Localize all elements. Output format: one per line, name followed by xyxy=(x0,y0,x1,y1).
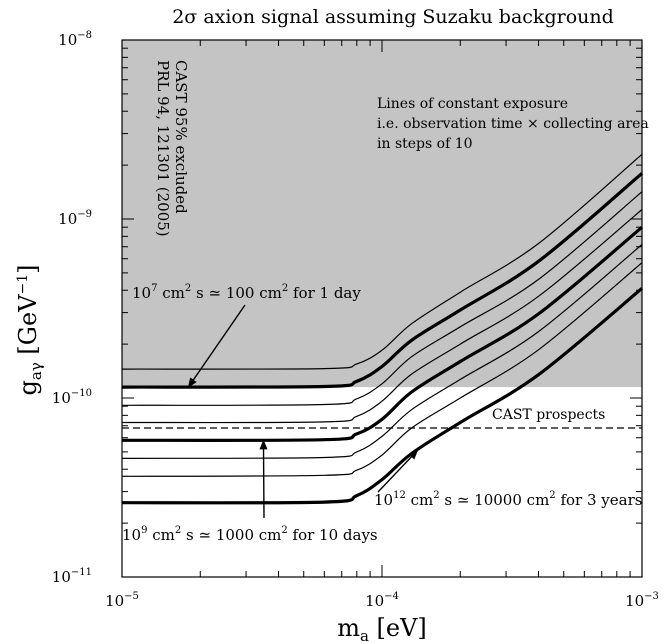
y-tick-label-1e-9: 10−9 xyxy=(58,209,92,228)
axis-ticks-layer xyxy=(121,40,642,578)
exposure-line-0 xyxy=(121,153,643,370)
y-axis-label: gaγ [GeV−1] xyxy=(14,264,45,395)
y-tick-label-1e-10: 10−10 xyxy=(52,388,92,407)
exposure-line-3 xyxy=(121,209,643,424)
annotation-3years-arrow xyxy=(377,449,419,493)
excluded-region xyxy=(122,40,642,388)
cast-excluded-line2: PRL 94, 121301 (2005) xyxy=(154,60,172,237)
annotation-1day-arrow xyxy=(187,304,246,388)
exposure-line-2 xyxy=(121,191,643,406)
annotation-1day-label: 107 cm2 s ≃ 100 cm2 for 1 day xyxy=(132,283,361,302)
cast-prospects-label: CAST prospects xyxy=(492,407,605,423)
exposure-note-line2: i.e. observation time × collecting area xyxy=(377,116,649,132)
exposure-line-4 xyxy=(121,225,644,442)
chart-title: 2σ axion signal assuming Suzaku backgrou… xyxy=(172,6,614,28)
exposure-line-6 xyxy=(121,262,643,477)
annotation-10days-arrow xyxy=(259,439,268,519)
annotation-3years-label: 1012 cm2 s ≃ 10000 cm2 for 3 years xyxy=(374,490,642,509)
x-tick-label-1e-5: 10−5 xyxy=(105,591,139,610)
y-tick-label-1e-11: 10−11 xyxy=(52,567,92,586)
exposure-line-7 xyxy=(121,287,644,505)
cast-excluded-label: CAST 95% excluded PRL 94, 121301 (2005) xyxy=(154,60,190,237)
y-tick-label-1e-8: 10−8 xyxy=(58,30,92,49)
excluded-region-layer xyxy=(122,40,642,388)
exposure-note-line1: Lines of constant exposure xyxy=(377,96,568,112)
cast-excluded-line1: CAST 95% excluded xyxy=(172,60,190,214)
x-tick-label-1e-4: 10−4 xyxy=(365,591,399,610)
exposure-note-line3: in steps of 10 xyxy=(377,136,473,152)
x-axis-label: ma [eV] xyxy=(337,614,427,643)
exposure-line-1 xyxy=(121,172,644,389)
annotation-10days-label: 109 cm2 s ≃ 1000 cm2 for 10 days xyxy=(122,525,378,544)
x-tick-label-1e-3: 10−3 xyxy=(625,591,659,610)
